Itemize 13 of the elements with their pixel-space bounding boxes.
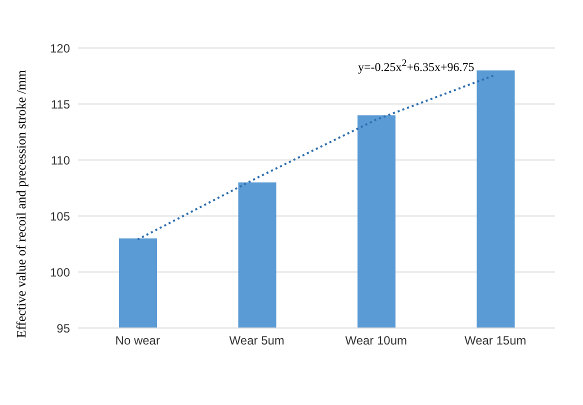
y-tick-label: 100 [50,265,70,280]
x-tick-label: Wear 15um [464,334,526,348]
x-tick-label: Wear 10um [345,334,408,348]
x-tick-label: No wear [115,334,160,348]
y-tick-label: 105 [50,209,70,224]
line-series [136,74,496,241]
annotation: y=-0.25x$^{2}$+6.35x+96.75 [358,58,474,75]
y-tick-label: 120 [50,41,70,56]
y-tick-label: 110 [50,153,70,168]
y-axis-title: Effective value of recoil and precession stroke /mm [14,70,29,338]
y-tick-label: 115 [50,97,70,112]
y-tick-label: 95 [56,321,70,336]
x-tick-label: Wear 5um [229,334,284,348]
